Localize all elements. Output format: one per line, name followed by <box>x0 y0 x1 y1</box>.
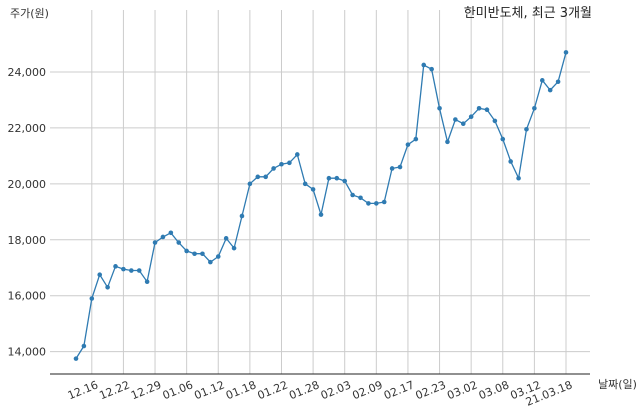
y-tick-label: 20,000 <box>8 178 47 191</box>
x-tick-label: 01.18 <box>224 378 258 402</box>
data-point <box>413 136 419 142</box>
data-point <box>429 66 434 72</box>
data-point <box>453 117 458 122</box>
data-point <box>358 195 363 201</box>
data-point <box>460 121 466 126</box>
y-tick-label: 16,000 <box>8 290 47 303</box>
data-point <box>310 187 316 192</box>
data-point <box>318 212 324 217</box>
data-point <box>366 201 371 206</box>
data-point <box>215 254 221 259</box>
data-point <box>484 107 490 113</box>
data-point <box>279 161 284 167</box>
x-tick-label: 12.22 <box>98 378 132 402</box>
data-point <box>342 178 348 184</box>
data-point <box>547 87 553 93</box>
data-point <box>129 268 134 273</box>
data-point <box>144 279 150 285</box>
data-point <box>263 174 268 180</box>
data-point <box>113 264 118 269</box>
data-point <box>532 106 537 111</box>
x-tick-label: 02.17 <box>382 378 416 402</box>
data-point <box>334 175 340 181</box>
data-point <box>73 356 79 361</box>
data-point <box>192 251 197 257</box>
x-tick-label: 01.22 <box>256 378 290 402</box>
chart-title: 한미반도체, 최근 3개월 <box>464 6 592 21</box>
data-point <box>231 245 237 251</box>
data-point <box>121 266 126 272</box>
data-point <box>421 62 427 68</box>
y-tick-label: 22,000 <box>8 122 47 135</box>
data-point <box>389 166 395 171</box>
data-point <box>374 201 379 206</box>
data-point <box>81 343 87 349</box>
data-point <box>397 164 403 170</box>
data-point <box>555 79 561 85</box>
x-tick-label: 02.23 <box>414 378 448 402</box>
data-point <box>294 152 300 157</box>
data-point <box>492 118 498 124</box>
data-point <box>255 174 261 180</box>
x-tick-labels: 12.1612.2212.2901.0601.1201.1801.2201.28… <box>66 378 574 408</box>
data-point <box>105 285 110 290</box>
x-tick-label: 02.03 <box>319 378 353 402</box>
x-tick-label: 03.02 <box>445 378 479 402</box>
data-point <box>97 272 103 278</box>
data-point <box>223 236 229 241</box>
x-axis-label: 날짜(일) <box>598 377 637 391</box>
data-point <box>563 50 569 55</box>
data-point <box>168 230 174 236</box>
x-tick-label: 03.08 <box>477 378 511 402</box>
data-point <box>160 234 166 240</box>
price-series-line <box>75 52 567 359</box>
x-tick-label: 02.09 <box>350 378 384 402</box>
data-point <box>176 240 182 245</box>
data-point <box>381 199 387 205</box>
data-point <box>516 175 521 181</box>
x-tick-label: 01.12 <box>192 378 226 402</box>
data-point <box>247 181 253 187</box>
y-tick-label: 24,000 <box>8 66 47 79</box>
data-point <box>326 175 332 181</box>
y-tick-label: 18,000 <box>8 234 47 247</box>
data-point <box>287 160 292 166</box>
data-point <box>184 248 189 254</box>
data-point <box>508 159 513 164</box>
grid-lines <box>50 10 590 374</box>
x-tick-label: 01.06 <box>161 378 195 402</box>
data-point <box>445 139 450 145</box>
data-point <box>468 114 474 119</box>
data-point <box>89 296 95 301</box>
data-point <box>136 268 142 273</box>
x-tick-label: 12.16 <box>66 378 100 402</box>
data-point <box>302 181 308 187</box>
data-point <box>239 213 245 219</box>
x-tick-label: 12.29 <box>129 378 163 402</box>
data-point <box>405 142 411 147</box>
data-point <box>200 251 205 257</box>
data-point <box>208 259 213 265</box>
data-point <box>271 166 276 171</box>
data-point <box>437 106 442 111</box>
price-series-points <box>73 50 569 361</box>
y-tick-labels: 14,000 16,000 18,000 20,000 22,000 24,000 <box>8 66 47 359</box>
data-point <box>476 106 482 111</box>
data-point <box>524 126 529 132</box>
y-axis-label: 주가(원) <box>10 7 49 20</box>
x-tick-label: 01.28 <box>287 378 321 402</box>
y-tick-label: 14,000 <box>8 346 47 359</box>
data-point <box>152 240 158 245</box>
data-point <box>350 192 355 198</box>
data-point <box>500 136 506 142</box>
data-point <box>539 78 545 83</box>
